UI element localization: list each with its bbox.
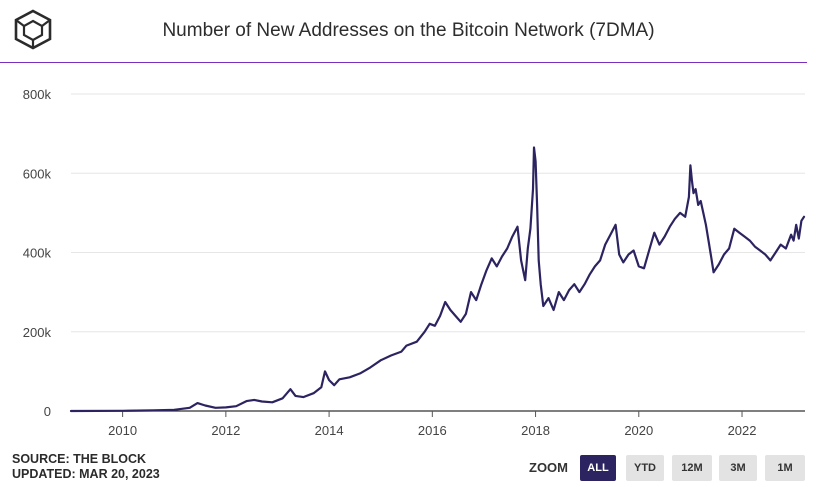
- line-chart: 0 200k 400k 600k 800k 2010 2012 2014 2016 2018 202…: [23, 87, 806, 438]
- cube-logo-icon: [14, 9, 52, 50]
- y-tick-label: 600k: [23, 166, 52, 181]
- y-tick-label: 200k: [23, 325, 52, 340]
- y-tick-label: 0: [44, 404, 51, 419]
- zoom-ytd-button[interactable]: YTD: [626, 455, 664, 481]
- zoom-label: ZOOM: [529, 460, 568, 475]
- title-divider: [0, 62, 807, 63]
- zoom-all-button[interactable]: ALL: [580, 455, 616, 481]
- x-tick-label: 2020: [624, 423, 653, 438]
- updated-text: UPDATED: MAR 20, 2023: [12, 467, 160, 481]
- y-tick-label: 400k: [23, 246, 52, 261]
- y-tick-label: 800k: [23, 87, 52, 102]
- x-tick-label: 2016: [418, 423, 447, 438]
- chart-title: Number of New Addresses on the Bitcoin N…: [162, 20, 655, 41]
- zoom-12m-button[interactable]: 12M: [672, 455, 712, 481]
- x-tick-label: 2022: [728, 423, 757, 438]
- series-line-0: [69, 146, 806, 413]
- x-tick-label: 2018: [521, 423, 550, 438]
- zoom-1m-button[interactable]: 1M: [765, 455, 805, 481]
- source-text: SOURCE: THE BLOCK: [12, 452, 147, 466]
- zoom-3m-button[interactable]: 3M: [719, 455, 757, 481]
- x-tick-label: 2014: [315, 423, 344, 438]
- x-tick-label: 2012: [211, 423, 240, 438]
- x-tick-label: 2010: [108, 423, 137, 438]
- footer: SOURCE: THE BLOCK UPDATED: MAR 20, 2023: [12, 452, 160, 482]
